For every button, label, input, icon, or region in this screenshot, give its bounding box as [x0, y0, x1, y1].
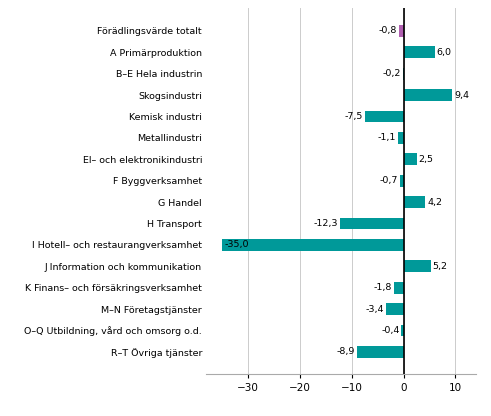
Text: 6,0: 6,0 [437, 48, 452, 57]
Text: -0,2: -0,2 [382, 69, 401, 78]
Bar [386, 303, 404, 315]
Text: -0,4: -0,4 [381, 326, 399, 335]
Bar [399, 25, 404, 37]
Text: -3,4: -3,4 [365, 305, 384, 314]
Bar [398, 132, 404, 144]
Text: -0,8: -0,8 [379, 26, 397, 35]
Text: 9,4: 9,4 [455, 91, 469, 99]
Bar [222, 239, 404, 251]
Bar [404, 196, 425, 208]
Bar [357, 346, 404, 358]
Text: -1,1: -1,1 [378, 134, 396, 142]
Text: -8,9: -8,9 [337, 347, 355, 357]
Text: -7,5: -7,5 [344, 112, 362, 121]
Text: -0,7: -0,7 [380, 176, 398, 185]
Text: -35,0: -35,0 [224, 240, 249, 249]
Text: 2,5: 2,5 [419, 155, 434, 164]
Text: 5,2: 5,2 [433, 262, 448, 271]
Bar [402, 324, 404, 337]
Text: -12,3: -12,3 [313, 219, 338, 228]
Bar [340, 218, 404, 229]
Bar [400, 175, 404, 186]
Bar [365, 111, 404, 122]
Bar [404, 46, 435, 58]
Bar [404, 260, 431, 272]
Text: 4,2: 4,2 [428, 198, 442, 207]
Text: -1,8: -1,8 [374, 283, 392, 292]
Bar [404, 89, 452, 101]
Bar [394, 282, 404, 294]
Bar [404, 154, 416, 165]
Bar [403, 68, 404, 79]
